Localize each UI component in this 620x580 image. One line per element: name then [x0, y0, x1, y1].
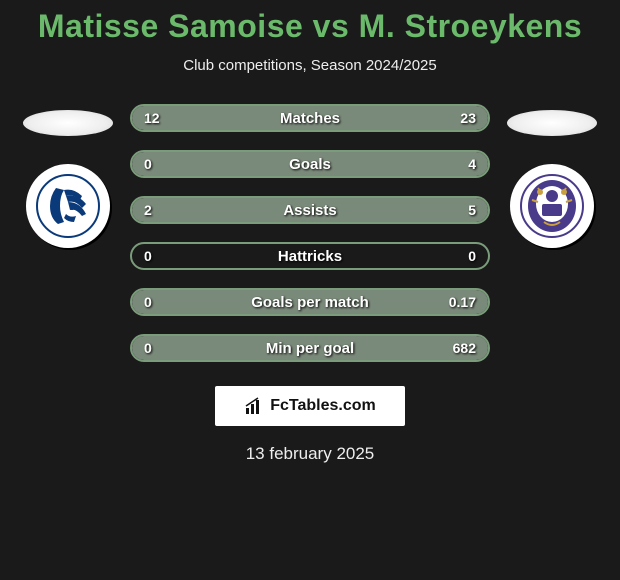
stat-value-left: 0: [144, 248, 152, 264]
stat-label: Min per goal: [266, 340, 354, 357]
chief-head-icon: [36, 174, 100, 238]
stat-bar: 12 Matches 23: [130, 104, 490, 132]
stat-value-right: 0: [468, 248, 476, 264]
anderlecht-crest-icon: [520, 174, 584, 238]
date-text: 13 february 2025: [246, 444, 375, 464]
fctables-badge[interactable]: FcTables.com: [215, 386, 405, 426]
stats-bars: 12 Matches 23 0 Goals 4 2 Assists 5 0 Hattricks 0 0 G…: [130, 98, 490, 362]
stat-value-right: 5: [468, 202, 476, 218]
chart-icon: [244, 396, 264, 416]
stat-value-right: 0.17: [449, 294, 476, 310]
stat-bar: 0 Goals per match 0.17: [130, 288, 490, 316]
stat-value-left: 0: [144, 340, 152, 356]
stat-value-right: 682: [453, 340, 476, 356]
stat-label: Matches: [280, 110, 340, 127]
stat-value-left: 0: [144, 294, 152, 310]
fctables-text: FcTables.com: [270, 397, 376, 415]
stat-label: Goals per match: [251, 294, 369, 311]
right-team-crest: [510, 164, 594, 248]
stat-value-left: 0: [144, 156, 152, 172]
stat-value-left: 12: [144, 110, 160, 126]
main-row: 12 Matches 23 0 Goals 4 2 Assists 5 0 Hattricks 0 0 G…: [0, 98, 620, 362]
stat-fill-right: [235, 198, 488, 222]
subtitle: Club competitions, Season 2024/2025: [183, 57, 437, 74]
right-ellipse-placeholder: [507, 110, 597, 136]
stat-label: Goals: [289, 156, 331, 173]
comparison-infographic: Matisse Samoise vs M. Stroeykens Club co…: [0, 0, 620, 580]
stat-bar: 0 Min per goal 682: [130, 334, 490, 362]
stat-label: Hattricks: [278, 248, 342, 265]
page-title: Matisse Samoise vs M. Stroeykens: [38, 8, 582, 45]
left-column: [18, 98, 118, 248]
stat-bar: 0 Hattricks 0: [130, 242, 490, 270]
stat-label: Assists: [283, 202, 336, 219]
left-ellipse-placeholder: [23, 110, 113, 136]
stat-bar: 2 Assists 5: [130, 196, 490, 224]
stat-value-right: 23: [460, 110, 476, 126]
stat-value-right: 4: [468, 156, 476, 172]
left-team-crest: [26, 164, 110, 248]
right-column: [502, 98, 602, 248]
stat-bar: 0 Goals 4: [130, 150, 490, 178]
stat-value-left: 2: [144, 202, 152, 218]
